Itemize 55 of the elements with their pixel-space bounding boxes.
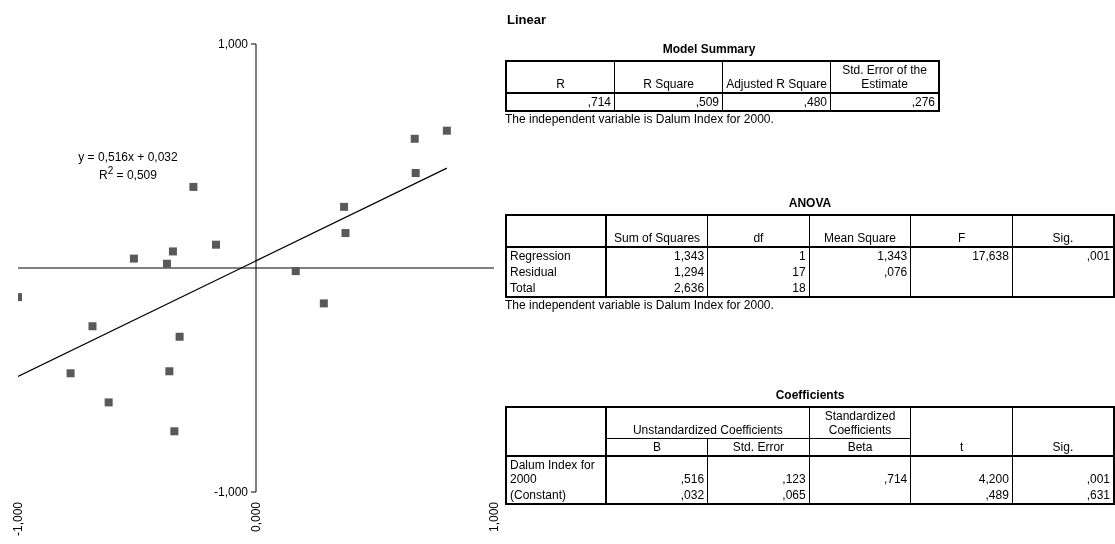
text: ,489 [910,487,1013,504]
text: R [506,61,615,93]
text: ANOVA [787,196,833,210]
x-tick-label: 0,000 [249,501,263,533]
text: B [606,438,708,456]
text: 17,638 [910,247,1013,264]
text: ,714 [506,93,615,111]
text: 1,294 [606,264,708,280]
text: Standardized Coefficients [809,407,911,439]
text: The independent variable is Dalum Index for 2000. [505,298,775,312]
text: ,123 [707,456,810,487]
text: Regression [506,247,606,264]
text: df [707,215,810,247]
text: ,076 [809,264,911,280]
text: ,509 [614,93,723,111]
text: R Square [614,61,723,93]
text: ,714 [809,456,911,487]
text: Mean Square [809,215,911,247]
text: Sig. [1012,407,1114,456]
text: F [910,215,1013,247]
text: Sig. [1012,215,1114,247]
text: ,480 [722,93,831,111]
text: Total [506,280,606,297]
text: 1,343 [809,247,911,264]
text: Unstandardized Coefficients [606,407,810,439]
text: Dalum Index for 2000 [506,456,606,487]
text: Std. Error of the Estimate [830,61,939,93]
text: Std. Error [707,438,810,456]
text: Linear [507,12,547,27]
text: 17 [707,264,810,280]
text: 2,636 [606,280,708,297]
text: Model Summary [661,42,757,56]
text: t [910,407,1013,456]
text: Sum of Squares [606,215,708,247]
text: Adjusted R Square [722,61,831,93]
text: ,276 [830,93,939,111]
x-tick-label: 1,000 [487,501,501,533]
text: ,001 [1012,456,1114,487]
text: ,032 [606,487,708,504]
text: 1,343 [606,247,708,264]
text: 1 [707,247,810,264]
text: 18 [707,280,810,297]
x-tick-label: -1,000 [11,501,25,537]
text: 4,200 [910,456,1013,487]
text: (Constant) [506,487,606,504]
text: The independent variable is Dalum Index for 2000. [505,112,775,126]
text: ,065 [707,487,810,504]
text: Residual [506,264,606,280]
annotation: y = 0,516x + 0,032 [77,150,179,164]
text: Coefficients [774,388,846,402]
text: Beta [809,438,911,456]
text: ,631 [1012,487,1114,504]
text: ,516 [606,456,708,487]
text: ,001 [1012,247,1114,264]
annotation: R$^{2}$ = 0,509 [98,165,158,182]
